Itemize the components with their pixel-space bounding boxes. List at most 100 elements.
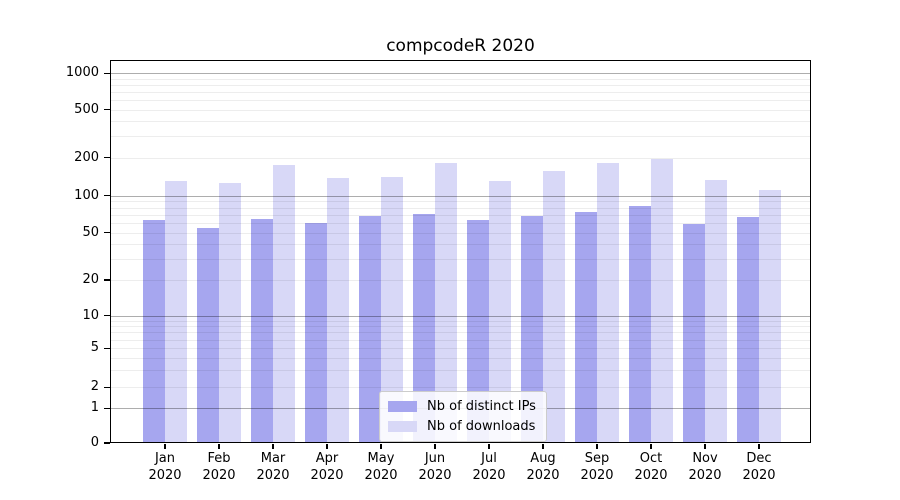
gridline-minor-9 bbox=[110, 320, 811, 322]
x-tick-mark-aug bbox=[542, 444, 544, 449]
legend-label-distinct-ips: Nb of distinct IPs bbox=[427, 399, 536, 414]
bar-downloads-oct bbox=[651, 159, 673, 443]
x-tick-mark-oct bbox=[650, 444, 652, 449]
gridline-minor-700 bbox=[110, 91, 811, 93]
bar-distinct-ips-dec bbox=[737, 217, 759, 443]
y-tick-label-1: 1 bbox=[90, 400, 99, 416]
x-tick-label-nov: Nov 2020 bbox=[688, 451, 722, 483]
gridline-minor-70 bbox=[110, 214, 811, 216]
bar-downloads-mar bbox=[273, 165, 295, 443]
x-tick-mark-jul bbox=[488, 444, 490, 449]
gridline-minor-200 bbox=[110, 157, 811, 159]
gridline-minor-7 bbox=[110, 332, 811, 334]
y-tick-mark-10 bbox=[104, 315, 110, 317]
gridline-minor-6 bbox=[110, 339, 811, 341]
y-tick-mark-20 bbox=[104, 279, 110, 281]
bar-distinct-ips-jan bbox=[143, 219, 165, 443]
y-tick-label-1000: 1000 bbox=[65, 65, 99, 81]
bar-downloads-apr bbox=[327, 178, 349, 443]
gridline-minor-40 bbox=[110, 244, 811, 246]
y-tick-mark-2 bbox=[104, 386, 110, 388]
y-tick-label-0: 0 bbox=[90, 435, 99, 450]
bar-downloads-may bbox=[381, 176, 403, 443]
y-tick-label-10: 10 bbox=[82, 307, 99, 323]
x-tick-label-mar: Mar 2020 bbox=[256, 451, 290, 483]
plot-area: Nb of distinct IPs Nb of downloads bbox=[110, 60, 811, 443]
x-tick-mark-jun bbox=[434, 444, 436, 449]
gridline-major-1000 bbox=[110, 73, 811, 75]
y-tick-mark-0 bbox=[104, 442, 110, 444]
bar-downloads-jan bbox=[165, 180, 187, 443]
x-tick-label-aug: Aug 2020 bbox=[526, 451, 560, 483]
y-tick-label-50: 50 bbox=[82, 224, 99, 240]
bar-distinct-ips-feb bbox=[197, 227, 219, 443]
bar-downloads-jun bbox=[435, 163, 457, 443]
x-tick-label-may: May 2020 bbox=[364, 451, 398, 483]
bar-distinct-ips-aug bbox=[521, 216, 543, 443]
bar-distinct-ips-oct bbox=[629, 205, 651, 443]
legend-swatch-downloads-icon bbox=[388, 421, 417, 432]
bar-downloads-dec bbox=[759, 189, 781, 443]
gridline-minor-80 bbox=[110, 207, 811, 209]
x-tick-mark-sep bbox=[596, 444, 598, 449]
legend-item-downloads: Nb of downloads bbox=[388, 418, 536, 435]
gridline-major-10 bbox=[110, 315, 811, 317]
bar-downloads-nov bbox=[705, 180, 727, 443]
gridline-minor-5 bbox=[110, 348, 811, 350]
gridline-major-100 bbox=[110, 195, 811, 197]
x-tick-mark-mar bbox=[272, 444, 274, 449]
y-tick-mark-50 bbox=[104, 232, 110, 234]
y-tick-label-2: 2 bbox=[90, 379, 99, 395]
x-tick-mark-dec bbox=[758, 444, 760, 449]
x-tick-mark-jan bbox=[164, 444, 166, 449]
y-tick-label-100: 100 bbox=[74, 187, 99, 203]
x-tick-mark-apr bbox=[326, 444, 328, 449]
y-tick-mark-1 bbox=[104, 407, 110, 409]
chart-title: compcodeR 2020 bbox=[386, 36, 535, 56]
gridline-minor-2 bbox=[110, 387, 811, 389]
gridline-minor-30 bbox=[110, 259, 811, 261]
gridline-minor-3 bbox=[110, 370, 811, 372]
bar-distinct-ips-may bbox=[359, 216, 381, 443]
x-tick-mark-feb bbox=[218, 444, 220, 449]
bar-distinct-ips-mar bbox=[251, 218, 273, 443]
gridline-minor-900 bbox=[110, 78, 811, 80]
x-tick-label-feb: Feb 2020 bbox=[202, 451, 236, 483]
x-tick-label-jan: Jan 2020 bbox=[148, 451, 182, 483]
legend-swatch-distinct-ips-icon bbox=[388, 401, 417, 412]
gridline-minor-20 bbox=[110, 280, 811, 281]
gridline-minor-60 bbox=[110, 222, 811, 224]
legend: Nb of distinct IPs Nb of downloads bbox=[379, 391, 547, 442]
bar-distinct-ips-jun bbox=[413, 213, 435, 443]
gridline-minor-90 bbox=[110, 201, 811, 203]
bar-distinct-ips-apr bbox=[305, 222, 327, 443]
bar-distinct-ips-jul bbox=[467, 219, 489, 443]
gridline-minor-400 bbox=[110, 121, 811, 123]
gridline-minor-8 bbox=[110, 326, 811, 328]
bar-distinct-ips-sep bbox=[575, 211, 597, 443]
x-tick-label-apr: Apr 2020 bbox=[310, 451, 344, 483]
gridline-minor-800 bbox=[110, 84, 811, 86]
legend-label-downloads: Nb of downloads bbox=[427, 419, 536, 434]
bar-downloads-jul bbox=[489, 180, 511, 443]
y-tick-label-20: 20 bbox=[82, 272, 99, 287]
gridline-minor-50 bbox=[110, 232, 811, 234]
x-tick-mark-nov bbox=[704, 444, 706, 449]
x-tick-label-sep: Sep 2020 bbox=[580, 451, 614, 483]
bar-distinct-ips-nov bbox=[683, 223, 705, 443]
x-tick-label-jun: Jun 2020 bbox=[418, 451, 452, 483]
x-tick-label-dec: Dec 2020 bbox=[742, 451, 776, 483]
y-tick-mark-100 bbox=[104, 195, 110, 197]
x-tick-label-oct: Oct 2020 bbox=[634, 451, 668, 483]
y-tick-mark-200 bbox=[104, 157, 110, 159]
y-tick-label-200: 200 bbox=[74, 149, 99, 165]
bar-downloads-feb bbox=[219, 182, 241, 443]
x-tick-mark-may bbox=[380, 444, 382, 449]
y-tick-mark-1000 bbox=[104, 72, 110, 74]
bar-downloads-sep bbox=[597, 162, 619, 443]
gridline-minor-300 bbox=[110, 136, 811, 138]
x-tick-label-jul: Jul 2020 bbox=[472, 451, 506, 483]
bar-downloads-aug bbox=[543, 170, 565, 443]
y-tick-mark-5 bbox=[104, 347, 110, 349]
